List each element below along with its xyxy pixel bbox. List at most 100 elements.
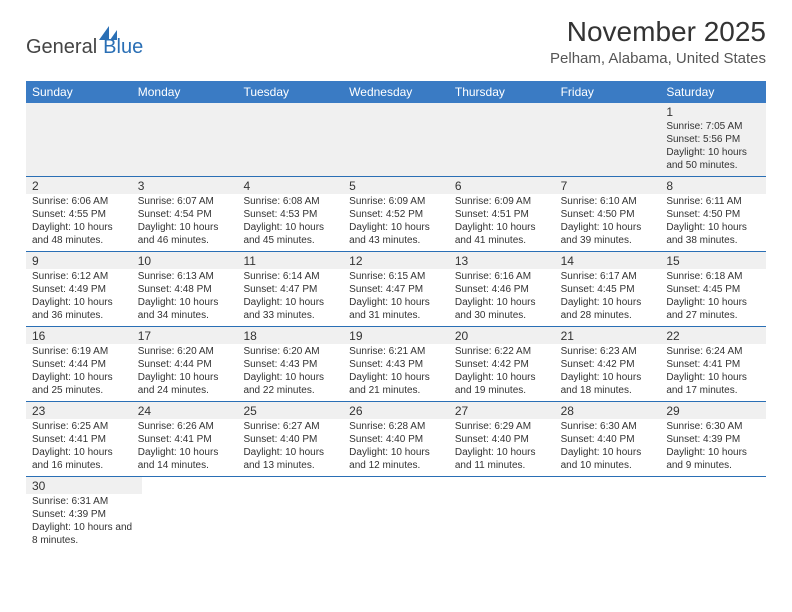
sunset-line: Sunset: 4:40 PM [561, 433, 655, 446]
day-info: Sunrise: 6:23 AMSunset: 4:42 PMDaylight:… [561, 345, 655, 397]
daylight-line: Daylight: 10 hours and 27 minutes. [666, 296, 760, 322]
sunset-line: Sunset: 4:51 PM [455, 208, 549, 221]
day-number: 18 [237, 327, 343, 344]
empty-cell [237, 103, 343, 176]
day-number: 17 [132, 327, 238, 344]
day-cell: 21Sunrise: 6:23 AMSunset: 4:42 PMDayligh… [555, 327, 661, 401]
day-number: 3 [132, 177, 238, 194]
sunrise-line: Sunrise: 6:10 AM [561, 195, 655, 208]
sunrise-line: Sunrise: 6:21 AM [349, 345, 443, 358]
weekday-header: Monday [132, 81, 238, 103]
day-info: Sunrise: 6:06 AMSunset: 4:55 PMDaylight:… [32, 195, 126, 247]
day-number: 22 [660, 327, 766, 344]
day-cell: 5Sunrise: 6:09 AMSunset: 4:52 PMDaylight… [343, 177, 449, 251]
day-cell: 13Sunrise: 6:16 AMSunset: 4:46 PMDayligh… [449, 252, 555, 326]
weekday-header: Sunday [26, 81, 132, 103]
sunrise-line: Sunrise: 6:31 AM [32, 495, 136, 508]
day-number: 2 [26, 177, 132, 194]
sunset-line: Sunset: 4:39 PM [32, 508, 136, 521]
day-cell: 2Sunrise: 6:06 AMSunset: 4:55 PMDaylight… [26, 177, 132, 251]
week-row: 16Sunrise: 6:19 AMSunset: 4:44 PM Dayligh… [26, 327, 766, 402]
daylight-line: Daylight: 10 hours and 38 minutes. [666, 221, 760, 247]
logo: General Blue [26, 16, 143, 59]
week-row: 2Sunrise: 6:06 AMSunset: 4:55 PMDaylight… [26, 177, 766, 252]
sunset-line: Sunset: 4:40 PM [349, 433, 443, 446]
day-number: 11 [237, 252, 343, 269]
sunrise-line: Sunrise: 6:20 AM [138, 345, 232, 358]
daylight-line: Daylight: 10 hours and 45 minutes. [243, 221, 337, 247]
day-number: 7 [555, 177, 661, 194]
day-cell: 26Sunrise: 6:28 AMSunset: 4:40 PMDayligh… [343, 402, 449, 476]
sunset-line: Sunset: 4:41 PM [32, 433, 126, 446]
sunrise-line: Sunrise: 6:25 AM [32, 420, 126, 433]
day-cell: 6Sunrise: 6:09 AMSunset: 4:51 PMDaylight… [449, 177, 555, 251]
day-cell: 14Sunrise: 6:17 AMSunset: 4:45 PMDayligh… [555, 252, 661, 326]
day-number: 19 [343, 327, 449, 344]
day-number: 16 [26, 327, 132, 344]
day-cell: 29Sunrise: 6:30 AMSunset: 4:39 PMDayligh… [660, 402, 766, 476]
day-cell: 10Sunrise: 6:13 AMSunset: 4:48 PMDayligh… [132, 252, 238, 326]
logo-text-blue: Blue [103, 36, 143, 59]
daylight-line: Daylight: 10 hours and 19 minutes. [455, 371, 549, 397]
daylight-line: Daylight: 10 hours and 11 minutes. [455, 446, 549, 472]
page-header: General Blue November 2025 Pelham, Alaba… [26, 16, 766, 71]
sunset-line: Sunset: 4:47 PM [243, 283, 337, 296]
day-info: Sunrise: 6:22 AMSunset: 4:42 PMDaylight:… [455, 345, 549, 397]
daylight-line: Daylight: 10 hours and 39 minutes. [561, 221, 655, 247]
sunrise-line: Sunrise: 6:24 AM [666, 345, 760, 358]
sunset-line: Sunset: 4:53 PM [243, 208, 337, 221]
daylight-line: Daylight: 10 hours and 21 minutes. [349, 371, 443, 397]
day-info: Sunrise: 6:11 AMSunset: 4:50 PMDaylight:… [666, 195, 760, 247]
week-row: 1Sunrise: 7:05 AMSunset: 5:56 PMDaylight… [26, 103, 766, 177]
day-info: Sunrise: 6:09 AMSunset: 4:51 PMDaylight:… [455, 195, 549, 247]
day-info: Sunrise: 6:31 AMSunset: 4:39 PMDaylight:… [32, 495, 136, 547]
day-info: Sunrise: 6:13 AMSunset: 4:48 PMDaylight:… [138, 270, 232, 322]
empty-cell [246, 477, 350, 551]
day-number: 6 [449, 177, 555, 194]
day-cell: 18Sunrise: 6:20 AMSunset: 4:43 PMDayligh… [237, 327, 343, 401]
day-info: Sunrise: 6:29 AMSunset: 4:40 PMDaylight:… [455, 420, 549, 472]
sunset-line: Sunset: 4:55 PM [32, 208, 126, 221]
day-cell: 22Sunrise: 6:24 AMSunset: 4:41 PMDayligh… [660, 327, 766, 401]
day-info: Sunrise: 6:17 AMSunset: 4:45 PMDaylight:… [561, 270, 655, 322]
sunrise-line: Sunrise: 6:13 AM [138, 270, 232, 283]
day-info: Sunrise: 6:14 AMSunset: 4:47 PMDaylight:… [243, 270, 337, 322]
daylight-line: Daylight: 10 hours and 17 minutes. [666, 371, 760, 397]
weekday-header-row: SundayMondayTuesdayWednesdayThursdayFrid… [26, 81, 766, 103]
sunset-line: Sunset: 4:41 PM [138, 433, 232, 446]
day-cell: 15Sunrise: 6:18 AMSunset: 4:45 PMDayligh… [660, 252, 766, 326]
day-cell: 23Sunrise: 6:25 AMSunset: 4:41 PMDayligh… [26, 402, 132, 476]
sunset-line: Sunset: 4:46 PM [455, 283, 549, 296]
day-info: Sunrise: 6:18 AMSunset: 4:45 PMDaylight:… [666, 270, 760, 322]
sunset-line: Sunset: 4:44 PM [32, 358, 126, 371]
weekday-header: Thursday [449, 81, 555, 103]
day-info: Sunrise: 6:25 AMSunset: 4:41 PMDaylight:… [32, 420, 126, 472]
sunrise-line: Sunrise: 6:30 AM [666, 420, 760, 433]
daylight-line: Daylight: 10 hours and 41 minutes. [455, 221, 549, 247]
daylight-line: Daylight: 10 hours and 18 minutes. [561, 371, 655, 397]
title-block: November 2025 Pelham, Alabama, United St… [550, 16, 766, 71]
daylight-line: Daylight: 10 hours and 22 minutes. [243, 371, 337, 397]
day-info: Sunrise: 7:05 AMSunset: 5:56 PMDaylight:… [666, 120, 760, 172]
calendar-page: General Blue November 2025 Pelham, Alaba… [0, 0, 792, 567]
sunset-line: Sunset: 4:50 PM [666, 208, 760, 221]
sunrise-line: Sunrise: 6:09 AM [349, 195, 443, 208]
day-info: Sunrise: 6:16 AMSunset: 4:46 PMDaylight:… [455, 270, 549, 322]
sunset-line: Sunset: 4:54 PM [138, 208, 232, 221]
day-cell: 16Sunrise: 6:19 AMSunset: 4:44 PMDayligh… [26, 327, 132, 401]
month-title: November 2025 [550, 16, 766, 48]
sunset-line: Sunset: 4:52 PM [349, 208, 443, 221]
sunrise-line: Sunrise: 6:30 AM [561, 420, 655, 433]
sunset-line: Sunset: 4:42 PM [455, 358, 549, 371]
sunset-line: Sunset: 5:56 PM [666, 133, 760, 146]
day-info: Sunrise: 6:09 AMSunset: 4:52 PMDaylight:… [349, 195, 443, 247]
sunset-line: Sunset: 4:41 PM [666, 358, 760, 371]
empty-cell [662, 477, 766, 551]
day-number: 30 [26, 477, 142, 494]
week-row: 9Sunrise: 6:12 AMSunset: 4:49 PMDaylight… [26, 252, 766, 327]
sunrise-line: Sunrise: 6:16 AM [455, 270, 549, 283]
sunrise-line: Sunrise: 6:19 AM [32, 345, 126, 358]
logo-text-general: General [26, 36, 97, 59]
daylight-line: Daylight: 10 hours and 46 minutes. [138, 221, 232, 247]
sunrise-line: Sunrise: 6:09 AM [455, 195, 549, 208]
